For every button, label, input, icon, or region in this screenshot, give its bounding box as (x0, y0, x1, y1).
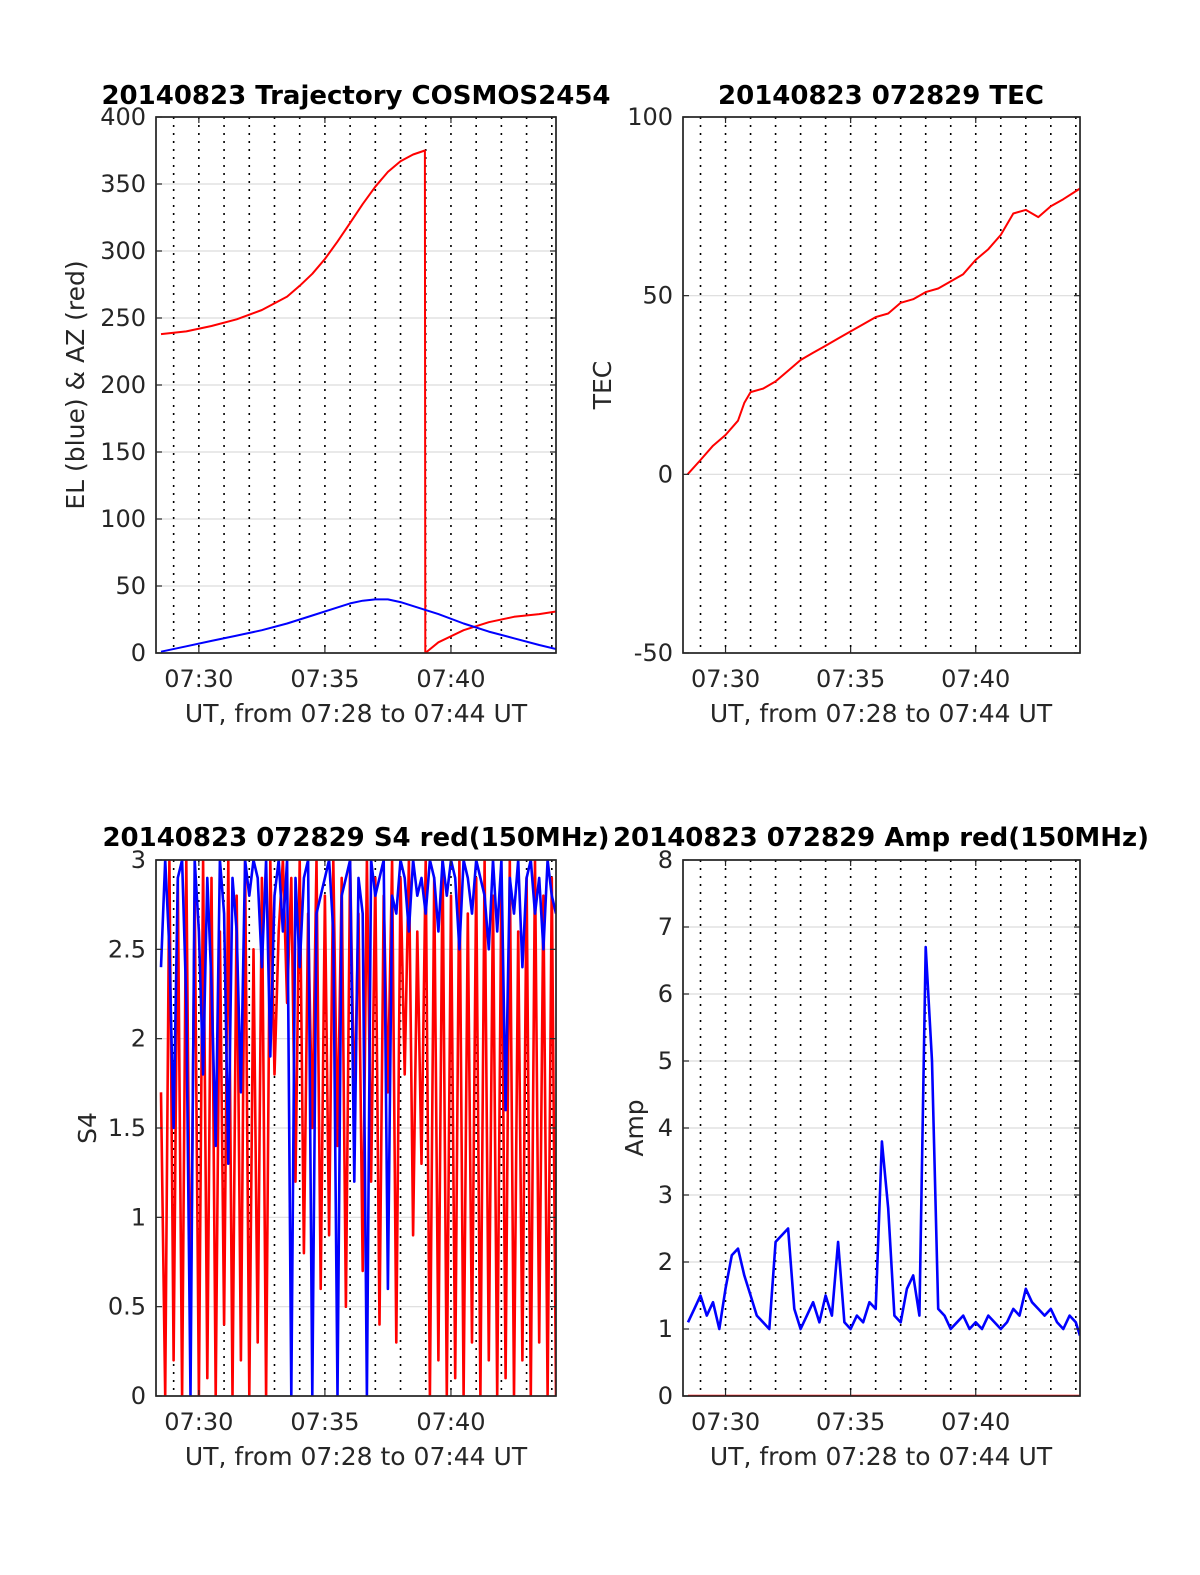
s4-xtick-label: 07:40 (416, 1408, 485, 1436)
s4-ytick-label: 3 (131, 846, 146, 874)
s4-ytick-label: 2.5 (108, 935, 146, 963)
tec-xtick-label: 07:40 (941, 665, 1010, 693)
tec-ytick-label: 100 (627, 103, 673, 131)
s4-ytick-label: 0 (131, 1382, 146, 1410)
tec-chart: -50 0 50 100 07:30 07:35 07:40 20140823 072829… (588, 81, 1081, 728)
s4-ytick-label: 2 (131, 1025, 146, 1053)
s4-xtick-label: 07:35 (290, 1408, 359, 1436)
amp-ytick-label: 1 (658, 1315, 673, 1343)
amp-ytick-label: 3 (658, 1181, 673, 1209)
traj-ylabel: EL (blue) & AZ (red) (61, 260, 90, 509)
traj-series-line-0 (160, 149, 556, 653)
s4-frame (155, 859, 557, 1397)
s4-xlabel: UT, from 07:28 to 07:44 UT (185, 1442, 528, 1471)
traj-xtick-label: 07:30 (164, 665, 233, 693)
amp-xlabel: UT, from 07:28 to 07:44 UT (710, 1442, 1053, 1471)
traj-ytick-label: 300 (100, 237, 146, 265)
tec-xtick-label: 07:30 (691, 665, 760, 693)
s4-ytick-label: 1 (131, 1203, 146, 1231)
s4-ylabel: S4 (73, 1112, 102, 1144)
amp-ytick-label: 4 (658, 1114, 673, 1142)
amp-xtick-label: 07:40 (941, 1408, 1010, 1436)
tec-ytick-label: 0 (658, 460, 673, 488)
traj-ytick-label: 100 (100, 505, 146, 533)
traj-xtick-label: 07:40 (416, 665, 485, 693)
traj-xtick-label: 07:35 (290, 665, 359, 693)
s4-ytick-label: 0.5 (108, 1293, 146, 1321)
tec-series-line-0 (686, 187, 1080, 475)
amp-xtick-label: 07:35 (816, 1408, 885, 1436)
s4-title: 20140823 072829 S4 red(150MHz) (102, 823, 609, 853)
amp-ytick-label: 6 (658, 980, 673, 1008)
tec-ylabel: TEC (588, 361, 617, 411)
tec-title: 20140823 072829 TEC (718, 81, 1044, 111)
traj-ytick-label: 0 (131, 639, 146, 667)
tec-xtick-label: 07:35 (816, 665, 885, 693)
amp-ytick-label: 5 (658, 1047, 673, 1075)
amp-ytick-label: 8 (658, 846, 673, 874)
s4-chart: 0 0.5 1 1.5 2 2.5 3 07:30 07:35 07:40 20140823 07… (73, 823, 610, 1471)
s4-ytick-label: 1.5 (108, 1114, 146, 1142)
amp-frame (682, 859, 1081, 1397)
amp-title: 20140823 072829 Amp red(150MHz) (613, 823, 1149, 853)
traj-ytick-label: 400 (100, 103, 146, 131)
amp-series-line-1 (686, 945, 1080, 1337)
traj-xlabel: UT, from 07:28 to 07:44 UT (185, 699, 528, 728)
traj-series-line-1 (160, 598, 556, 653)
traj-frame (155, 116, 557, 654)
traj-ytick-label: 50 (115, 572, 146, 600)
tec-ytick-label: 50 (642, 282, 673, 310)
s4-xtick-label: 07:30 (164, 1408, 233, 1436)
amp-xtick-label: 07:30 (691, 1408, 760, 1436)
amp-chart: 0 1 2 3 4 5 6 7 8 07:30 07:35 07:40 20140823 072829… (613, 823, 1149, 1471)
traj-ytick-label: 350 (100, 170, 146, 198)
tec-ytick-label: -50 (634, 639, 673, 667)
tec-plot-area (682, 116, 1081, 654)
amp-ylabel: Amp (620, 1099, 649, 1156)
s4-series-line-1 (159, 860, 556, 1396)
amp-ytick-label: 2 (658, 1248, 673, 1276)
tec-xlabel: UT, from 07:28 to 07:44 UT (710, 699, 1053, 728)
traj-ytick-label: 200 (100, 371, 146, 399)
amp-ytick-label: 7 (658, 913, 673, 941)
traj-title: 20140823 Trajectory COSMOS2454 (101, 81, 610, 111)
traj-ytick-label: 250 (100, 304, 146, 332)
tec-frame (682, 116, 1081, 654)
amp-ytick-label: 0 (658, 1382, 673, 1410)
traj-ytick-label: 150 (100, 438, 146, 466)
